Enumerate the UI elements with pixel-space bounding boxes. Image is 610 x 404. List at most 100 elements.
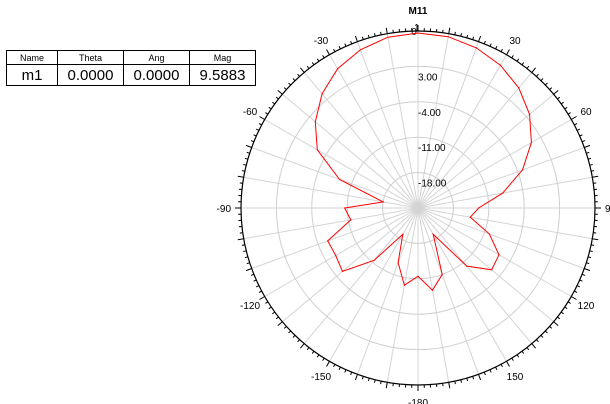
angle-tick [255,128,260,131]
data-point [341,270,344,272]
grid-spoke [417,207,572,297]
angle-tick [526,65,530,69]
angle-tick [516,354,520,358]
data-point [359,49,361,51]
angle-label: -150 [311,372,331,383]
angle-tick [297,73,300,77]
angle-tick [253,279,257,282]
angle-tick [344,369,347,373]
angle-tick [259,296,265,300]
grid-spoke [303,207,419,344]
chart-title: M11 [409,6,428,17]
data-point [417,275,419,277]
data-point [339,178,341,181]
angle-tick [454,381,456,385]
angle-tick [579,134,583,137]
angle-tick [560,101,564,105]
radial-tick-label: 3.00 [418,72,438,83]
angle-tick [311,350,315,354]
cell-name: m1 [6,64,58,86]
angle-tick [326,361,330,367]
angle-tick [288,82,292,86]
grid-ring [311,101,525,315]
angle-tick [584,268,591,272]
grid-spoke [417,72,533,209]
angle-tick [584,144,591,148]
angle-tick [367,34,370,39]
polar-tick-marks [235,25,601,391]
angle-label: -120 [240,301,260,312]
angle-tick [374,33,376,37]
angle-tick [506,49,510,55]
data-point [335,254,337,257]
radial-tick-label: -11.00 [418,143,446,154]
angle-tick [268,306,272,310]
angle-tick [272,101,276,105]
angle-tick [288,330,292,334]
angle-tick [483,371,486,376]
angle-label: 30 [509,36,521,47]
grid-spoke [417,93,554,209]
angle-tick [283,326,287,329]
angle-label: 150 [507,372,524,383]
angle-tick [466,34,469,39]
angle-tick [241,244,245,246]
data-point [498,254,500,256]
data-point [502,192,504,194]
data-point [518,87,520,89]
angle-tick [553,90,559,95]
grid-spoke [264,207,419,297]
angle-tick [586,151,590,154]
grid-spoke [417,147,585,209]
angle-tick [275,96,279,100]
angle-tick [367,377,370,382]
angle-tick [589,250,593,252]
angle-tick [292,78,296,82]
marker-table-row: m1 0.0000 0.0000 9.5883 [6,64,256,86]
angle-tick [246,151,250,154]
angle-tick [531,343,536,349]
grid-spoke [417,54,507,209]
angle-tick [540,78,544,82]
cell-mag: 9.5883 [189,64,256,86]
data-point [316,149,318,151]
angle-tick [392,29,394,33]
angle-label: -90 [217,204,232,215]
angle-tick [322,55,325,59]
angle-tick [361,376,364,380]
angle-tick [250,140,255,143]
polar-labels: 30 60 90 120 150 -180 -150 -120 -90 -60 -30 0 3.00 -4… [217,27,610,404]
angle-tick [292,334,296,338]
angle-tick [350,371,353,376]
data-point [402,233,404,235]
marker-table: Name Theta Ang Mag m1 0.0000 0.0000 9.58… [6,50,256,86]
angle-tick [333,364,336,368]
angle-tick [237,175,244,178]
angle-tick [244,256,249,259]
data-point [337,68,339,70]
grid-spoke [417,207,554,323]
angle-tick [258,290,262,293]
angle-tick [350,40,353,45]
angle-tick [506,361,510,367]
angle-tick [326,49,330,55]
angle-tick [589,164,593,166]
angle-tick [581,140,586,143]
angle-tick [454,31,456,35]
angle-tick [553,321,559,326]
angle-tick [380,31,382,35]
angle-tick [448,382,451,389]
angle-tick [272,311,276,315]
angle-tick [241,170,245,172]
angle-tick [244,157,249,160]
angle-tick [579,279,583,282]
grid-spoke [357,41,419,209]
angle-tick [571,116,577,120]
data-point [397,262,399,264]
angle-tick [557,316,561,320]
angle-tick [311,62,315,66]
angle-tick [344,43,347,47]
angle-tick [549,87,553,90]
polar-grid [240,30,596,386]
grid-spoke [417,41,479,209]
